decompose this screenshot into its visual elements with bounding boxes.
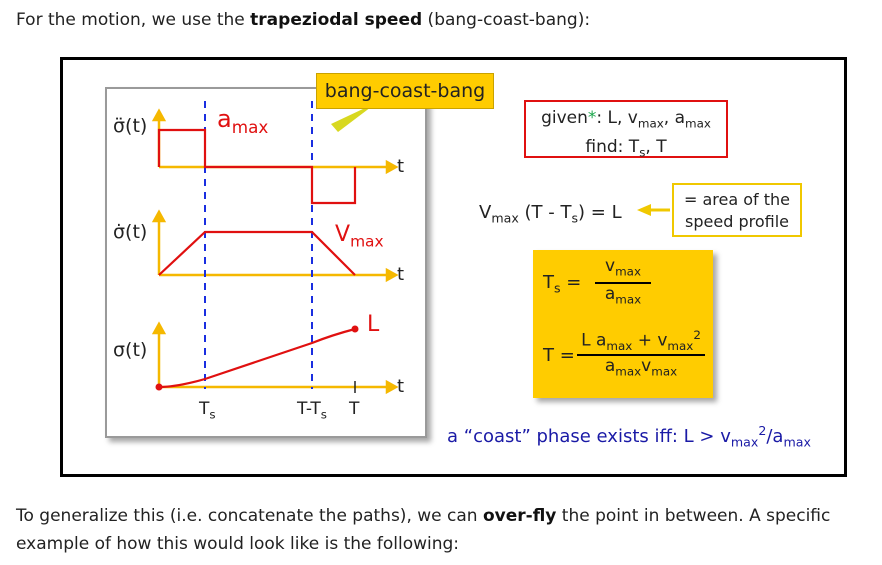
accel-curve (157, 128, 357, 205)
area-note-line1: = area of the (683, 190, 791, 209)
accel-t-arrow (385, 159, 399, 175)
pos-start-dot (155, 383, 163, 391)
area-equation: Vmax (T - Ts) = L (479, 202, 622, 226)
pos-t-arrow (385, 379, 399, 395)
intro-bold-term: trapeziodal speed (250, 10, 423, 30)
vmax-label: Vmax (335, 222, 384, 251)
bang-coast-bang-callout: bang-coast-bang (316, 73, 494, 109)
pos-y-arrow (151, 321, 167, 335)
pos-end-dot (351, 325, 359, 333)
intro-paragraph: For the motion, we use the trapeziodal s… (16, 6, 590, 34)
ts-formula-lhs: Ts = (543, 272, 582, 296)
find-line: find: Ts, T (585, 137, 667, 160)
outro-text-after: the point in between. A specific example… (16, 506, 831, 554)
vel-t-label: t (397, 264, 405, 285)
intro-text-after: (bang-coast-bang): (422, 10, 591, 30)
formula-box: Ts = vmax amax T = L amax + vmax2 amaxvm… (533, 250, 713, 398)
t-minus-ts-tick-label: T-Ts (297, 399, 327, 422)
motion-profile-plots: σ̈(t) σ̇(t) σ(t) t t t amax Vmax L Ts T-… (105, 87, 427, 438)
ts-tick-label: Ts (199, 399, 216, 422)
t-fraction-bar (577, 354, 705, 356)
ts-fraction-bar (595, 282, 651, 284)
outro-bold-term: over-fly (482, 506, 557, 526)
area-note-line2: speed profile (685, 212, 789, 231)
t-final-tick-label: T (349, 399, 360, 419)
area-note-box: = area of the speed profile (672, 183, 802, 237)
accel-t-label: t (397, 156, 405, 177)
slide-figure: σ̈(t) σ̇(t) σ(t) t t t amax Vmax L Ts T-… (60, 57, 847, 477)
amax-label: amax (217, 105, 269, 137)
pos-t-label: t (397, 376, 405, 397)
coast-condition: a “coast” phase exists iff: L > vmax2/am… (447, 423, 811, 450)
ts-numerator: vmax (605, 256, 641, 279)
vel-axis-label: σ̇(t) (113, 221, 148, 243)
vel-curve (158, 230, 356, 276)
area-note-arrow-head (637, 204, 651, 216)
t-numerator: L amax + vmax2 (581, 328, 701, 354)
given-find-box: given*: L, vmax, amax find: Ts, T (524, 100, 728, 160)
outro-text-before: To generalize this (i.e. concatenate the… (16, 506, 483, 526)
t-denominator: amaxvmax (604, 356, 678, 379)
intro-text-before: For the motion, we use the (16, 10, 251, 30)
accel-y-arrow (151, 108, 167, 122)
vel-y-arrow (151, 209, 167, 223)
L-label: L (367, 312, 380, 337)
pos-curve (158, 327, 356, 389)
outro-paragraph: To generalize this (i.e. concatenate the… (16, 502, 866, 558)
profile-svg (151, 101, 399, 395)
t-formula-lhs: T = (543, 345, 575, 366)
vel-t-arrow (385, 267, 399, 283)
given-line: given*: L, vmax, amax (541, 108, 711, 131)
ts-denominator: amax (604, 284, 642, 307)
accel-axis-label: σ̈(t) (113, 115, 148, 137)
pos-axis-label: σ(t) (113, 339, 148, 361)
